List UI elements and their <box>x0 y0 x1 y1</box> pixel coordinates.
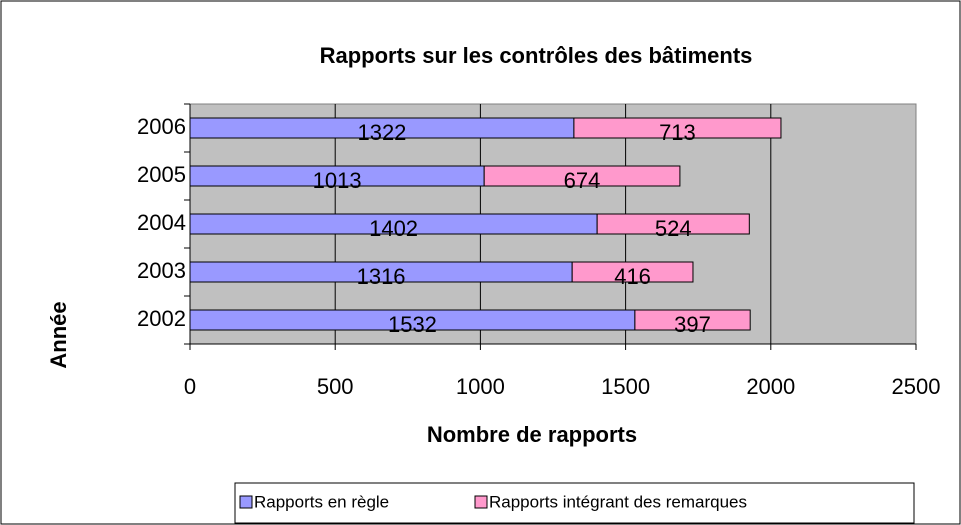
data-label: 674 <box>564 168 601 193</box>
data-label: 1013 <box>313 168 362 193</box>
y-tick-label: 2004 <box>137 210 186 235</box>
y-tick-label: 2005 <box>137 162 186 187</box>
x-tick-label: 2000 <box>746 374 795 399</box>
y-tick-label: 2003 <box>137 258 186 283</box>
data-label: 713 <box>659 120 696 145</box>
legend-label: Rapports intégrant des remarques <box>489 492 747 511</box>
data-label: 397 <box>674 312 711 337</box>
bar-segment <box>596 213 750 235</box>
bar-segment <box>483 165 681 187</box>
y-tick-label: 2006 <box>137 114 186 139</box>
bar-segment <box>573 117 782 139</box>
data-label: 1532 <box>388 312 437 337</box>
data-label: 416 <box>614 264 651 289</box>
data-label: 1322 <box>357 120 406 145</box>
x-tick-label: 0 <box>184 374 196 399</box>
data-label: 1316 <box>357 264 406 289</box>
legend-box <box>234 482 915 524</box>
x-tick-label: 1000 <box>456 374 505 399</box>
x-tick-label: 2500 <box>892 374 941 399</box>
legend-swatch <box>239 495 253 509</box>
y-axis-label: Année <box>46 301 71 368</box>
x-axis-label: Nombre de rapports <box>427 422 637 447</box>
data-label: 524 <box>655 216 692 241</box>
chart-title: Rapports sur les contrôles des bâtiments <box>320 43 753 68</box>
y-tick-label: 2002 <box>137 306 186 331</box>
plot-area <box>184 103 917 350</box>
bar-segment <box>634 309 751 331</box>
data-label: 1402 <box>369 216 418 241</box>
x-tick-label: 1500 <box>601 374 650 399</box>
legend: Rapports en règle Rapports intégrant des … <box>234 482 915 524</box>
legend-label: Rapports en règle <box>254 492 389 511</box>
legend-swatch <box>474 495 488 509</box>
x-tick-label: 500 <box>317 374 354 399</box>
bar-segment <box>571 261 694 283</box>
